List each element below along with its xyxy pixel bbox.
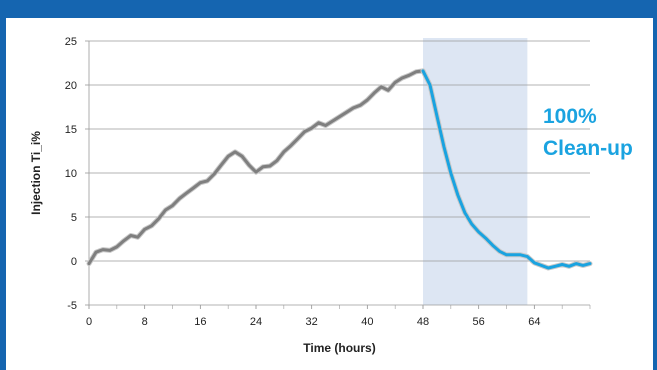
y-axis-ticks: -5 0 5 10 15 20 25 [65, 36, 77, 312]
x-tick-label: 48 [417, 316, 429, 328]
y-tick-label: 0 [71, 256, 77, 268]
left-accent-bar [0, 0, 6, 370]
y-tick-label: 25 [65, 36, 77, 48]
x-tick-label: 64 [528, 316, 540, 328]
gridlines [85, 40, 590, 306]
x-tick-label: 24 [250, 316, 262, 328]
top-accent-bar [0, 0, 657, 18]
annotation-line-2: Clean-up [543, 137, 633, 160]
series-line-after-cleanup [421, 69, 592, 270]
x-tick-label: 56 [473, 316, 485, 328]
x-axis-label: Time (hours) [303, 341, 375, 355]
y-tick-label: 15 [65, 124, 77, 136]
x-tick-label: 16 [194, 316, 206, 328]
series-lines [86, 68, 593, 271]
y-axis-label: Injection Ti_i% [29, 131, 43, 215]
right-accent-bar [653, 0, 657, 370]
clean-up-shaded-region [423, 38, 528, 305]
x-tick-label: 8 [142, 316, 148, 328]
x-tick-label: 0 [86, 316, 92, 328]
y-tick-label: 5 [71, 212, 77, 224]
x-axis-ticks: 0 8 16 24 32 40 48 56 64 [86, 305, 591, 328]
y-tick-label: 20 [65, 80, 77, 92]
x-tick-label: 40 [361, 316, 373, 328]
series-line-before-cleanup [87, 69, 425, 266]
annotation-line-1: 100% [543, 105, 597, 128]
x-tick-label: 32 [306, 316, 318, 328]
y-tick-label: 10 [65, 168, 77, 180]
y-tick-label: -5 [67, 300, 77, 312]
